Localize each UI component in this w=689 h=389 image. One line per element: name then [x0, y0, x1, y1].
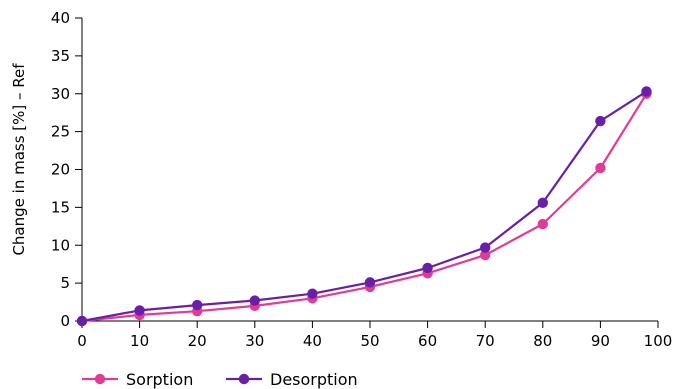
data-point — [422, 262, 433, 274]
data-point — [595, 115, 606, 127]
y-tick-label: 20 — [51, 161, 70, 179]
x-tick-label: 40 — [303, 332, 322, 350]
x-tick-label: 10 — [130, 332, 149, 350]
axes — [81, 18, 658, 322]
series-layer — [76, 86, 652, 327]
data-point — [307, 288, 318, 299]
legend-item: Desorption — [226, 370, 358, 389]
y-tick-label: 0 — [60, 312, 70, 330]
data-point — [537, 197, 548, 209]
legend: Sorption Desorption — [82, 370, 358, 389]
y-tick-label: 40 — [51, 9, 70, 27]
data-point — [595, 162, 606, 174]
x-tick-label: 30 — [245, 332, 264, 350]
data-point — [364, 277, 376, 288]
legend-label: Sorption — [126, 370, 193, 389]
data-point — [480, 242, 491, 253]
y-tick-label: 15 — [51, 198, 70, 216]
legend-item: Sorption — [82, 370, 193, 389]
series-line — [81, 93, 648, 323]
data-point — [249, 295, 260, 306]
x-tick-label: 90 — [591, 332, 610, 350]
series-sorption — [76, 88, 652, 327]
x-tick-label: 80 — [533, 332, 552, 350]
x-ticks: 0 10 20 30 40 50 60 70 80 90 100 — [77, 321, 672, 350]
y-tick-label: 10 — [51, 236, 70, 254]
y-tick-label: 35 — [51, 47, 70, 65]
x-tick-label: 70 — [476, 332, 495, 350]
series-desorption — [76, 86, 652, 327]
legend-label: Desorption — [270, 370, 358, 389]
x-tick-label: 50 — [360, 332, 379, 350]
data-point — [76, 315, 88, 327]
y-tick-label: 30 — [51, 85, 70, 103]
x-tick-label: 60 — [418, 332, 437, 350]
x-tick-label: 20 — [188, 332, 207, 350]
y-tick-label: 25 — [51, 123, 70, 141]
data-point — [134, 305, 145, 316]
data-point — [537, 218, 548, 230]
data-point — [192, 299, 203, 311]
data-point — [641, 86, 652, 97]
y-tick-label: 5 — [60, 274, 70, 292]
x-tick-label: 0 — [77, 332, 87, 350]
data-point — [480, 249, 491, 261]
y-axis-title: Change in mass [%] – Ref — [10, 63, 28, 256]
legend-marker — [238, 373, 250, 385]
x-tick-label: 100 — [644, 332, 673, 350]
y-ticks: 0 5 10 15 20 25 30 35 40 — [51, 9, 82, 330]
legend-marker — [94, 373, 106, 385]
